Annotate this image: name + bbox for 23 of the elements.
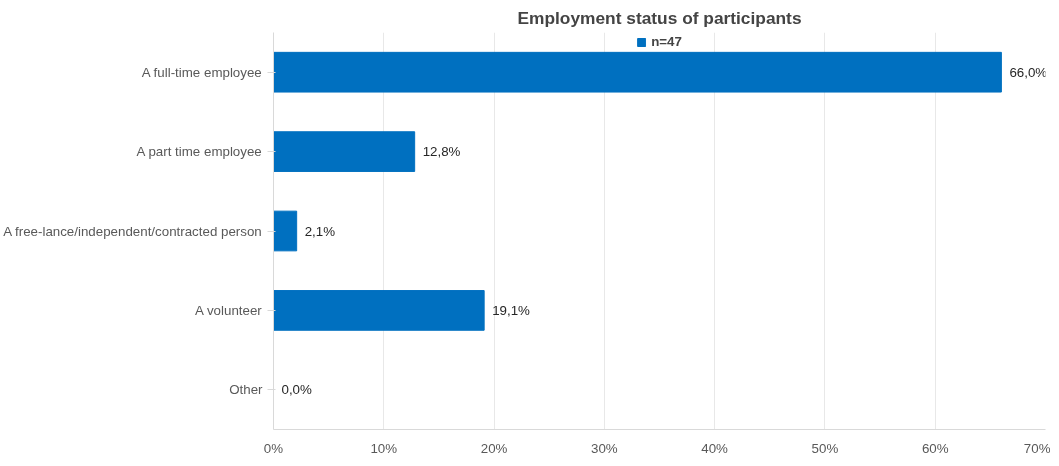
y-tick-label: A free-lance/independent/contracted person: [3, 223, 262, 239]
data-label: 19,1%: [492, 302, 531, 318]
y-tick-label: A part time employee: [136, 144, 262, 160]
x-tick-label: 70%: [1023, 440, 1051, 456]
y-tick-label: A volunteer: [195, 302, 263, 318]
data-label: 12,8%: [422, 144, 461, 160]
x-tick-label: 40%: [701, 440, 729, 456]
x-tick-label: 30%: [591, 440, 618, 456]
x-tick-label: 10%: [370, 440, 398, 456]
bar: [273, 51, 1002, 93]
x-tick-label: 50%: [811, 440, 839, 456]
x-tick-label: 60%: [921, 440, 949, 456]
x-tick-label: 20%: [480, 440, 508, 456]
bar: [273, 290, 485, 331]
legend-label: n=47: [651, 34, 682, 49]
chart-title: Employment status of participants: [517, 7, 802, 28]
bar: [273, 131, 416, 172]
x-tick-label: 0%: [263, 440, 284, 456]
bar: [273, 210, 298, 252]
y-tick-label: A full-time employee: [141, 64, 262, 80]
data-label: 0,0%: [281, 382, 313, 398]
data-label: 2,1%: [304, 223, 336, 239]
y-tick-label: Other: [229, 382, 264, 398]
